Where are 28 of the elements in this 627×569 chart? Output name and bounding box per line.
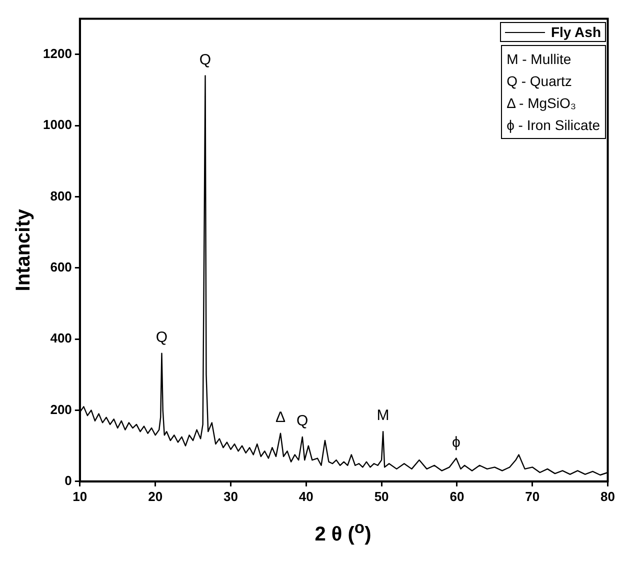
x-axis-title: 2 θ ($^{o}$) bbox=[314, 518, 372, 547]
x-tick-label: 30 bbox=[224, 488, 238, 504]
annotation: Δ bbox=[275, 409, 286, 426]
y-tick-label: 200 bbox=[50, 402, 72, 417]
y-tick-label: 1200 bbox=[43, 46, 72, 61]
annotation: Q - Quartz bbox=[506, 72, 573, 91]
x-tick-label: 80 bbox=[600, 488, 616, 504]
annotation: Δ - MgSiO₃ bbox=[506, 94, 578, 113]
y-tick-label: 800 bbox=[50, 188, 72, 204]
x-tick-label: 10 bbox=[72, 488, 88, 504]
y-axis-title: Intancity bbox=[12, 208, 35, 292]
annotation: ϕ - Iron Silicate bbox=[506, 116, 600, 135]
annotation: ϕ bbox=[452, 434, 460, 451]
annotation: M - Mullite bbox=[506, 50, 572, 69]
annotation: Q bbox=[199, 51, 212, 68]
y-tick-label: 600 bbox=[50, 259, 72, 274]
x-tick-label: 50 bbox=[374, 488, 389, 504]
x-tick-label: 70 bbox=[525, 488, 540, 504]
y-tick-label: 1000 bbox=[43, 117, 72, 132]
annotation: M bbox=[376, 407, 390, 424]
x-tick-label: 60 bbox=[450, 488, 464, 504]
annotation: Q bbox=[156, 328, 168, 346]
x-tick-label: 40 bbox=[298, 488, 314, 504]
annotation: Q bbox=[296, 412, 308, 430]
y-tick-label: 0 bbox=[64, 472, 72, 488]
legend-label: Fly Ash bbox=[550, 24, 601, 40]
x-tick-label: 20 bbox=[148, 488, 163, 504]
y-tick-label: 400 bbox=[50, 330, 72, 346]
